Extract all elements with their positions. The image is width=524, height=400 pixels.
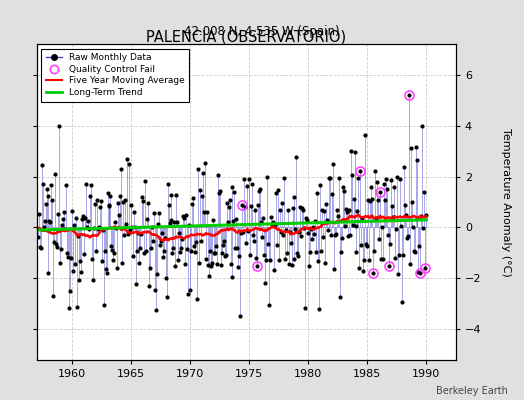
- Title: PALENCIA (OBSERVATORIO): PALENCIA (OBSERVATORIO): [146, 29, 346, 44]
- Text: Berkeley Earth: Berkeley Earth: [436, 386, 508, 396]
- Legend: Raw Monthly Data, Quality Control Fail, Five Year Moving Average, Long-Term Tren: Raw Monthly Data, Quality Control Fail, …: [41, 48, 190, 102]
- Y-axis label: Temperature Anomaly (°C): Temperature Anomaly (°C): [501, 128, 511, 276]
- Text: 42.008 N, 4.535 W (Spain): 42.008 N, 4.535 W (Spain): [184, 25, 340, 38]
